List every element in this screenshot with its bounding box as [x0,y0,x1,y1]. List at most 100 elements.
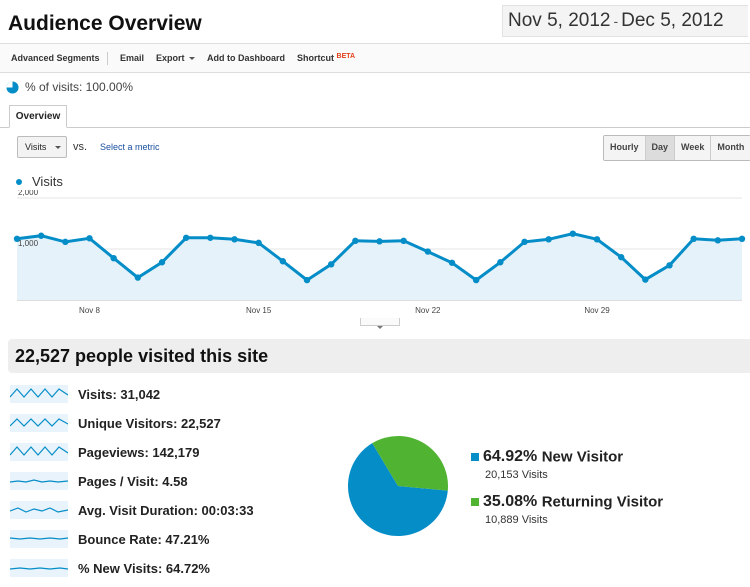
summary-headline: 22,527 people visited this site [8,339,750,373]
day-button[interactable]: Day [645,136,676,160]
report-toolbar: Advanced Segments Email Export Add to Da… [0,43,750,73]
metric-label: Visits: 31,042 [78,386,161,402]
data-point[interactable] [158,259,166,266]
data-point[interactable] [617,253,625,261]
data-point[interactable] [424,248,432,255]
data-point[interactable] [521,238,528,246]
metric-row[interactable]: % New Visits: 64.72% [10,557,210,579]
metric-label: Avg. Visit Duration: 00:03:33 [78,502,254,518]
sparkline-icon [10,385,68,403]
returning-visitor-count: 10,889 Visits [485,514,548,526]
pie-slice-returning-visitor [372,436,448,491]
metric-row[interactable]: Unique Visitors: 22,527 [10,412,221,434]
sparkline-icon [10,472,68,490]
vs-label: vs. [73,141,88,153]
month-button[interactable]: Month [711,136,750,160]
y-tick-label: 1,000 [18,239,39,248]
data-point[interactable] [255,239,262,247]
visitor-type-pie [348,436,448,536]
metric-label: Bounce Rate: 47.21% [78,531,210,547]
beta-badge: BETA [336,53,356,60]
data-point[interactable] [62,238,69,246]
data-point[interactable] [279,258,287,265]
date-start: Nov 5, 2012 [508,10,611,31]
data-point[interactable] [642,276,649,283]
date-separator: - [613,13,619,29]
date-range-picker[interactable]: Nov 5, 2012 - Dec 5, 2012 [502,5,748,37]
legend-swatch-returning [471,498,479,506]
page-title: Audience Overview [8,12,202,35]
data-point[interactable] [545,236,552,243]
new-visitor-count: 20,153 Visits [485,469,548,481]
data-point[interactable] [231,236,238,243]
legend-dot [16,178,22,185]
data-point[interactable] [666,262,673,269]
data-point[interactable] [569,230,577,237]
week-button[interactable]: Week [675,136,712,160]
chart-legend: Visits [16,174,63,189]
segment-indicator[interactable]: % of visits: 100.00% [6,80,133,94]
y-tick-label: 2,000 [18,190,39,197]
legend-returning-visitor: 35.08% Returning Visitor [471,493,663,511]
metric-label: Pages / Visit: 4.58 [78,473,188,489]
segment-text: % of visits: 100.00% [25,80,134,94]
data-point[interactable] [738,235,746,242]
metric-row[interactable]: Visits: 31,042 [10,383,160,405]
email-button[interactable]: Email [120,53,145,63]
pie-segment-icon [6,80,19,94]
tab-divider [0,127,750,128]
data-point[interactable] [472,276,480,284]
metric-label: Unique Visitors: 22,527 [78,415,221,431]
hourly-button[interactable]: Hourly [604,136,646,160]
metric-row[interactable]: Pageviews: 142,179 [10,441,199,463]
data-point[interactable] [400,237,407,245]
x-tick-label: Nov 22 [415,306,441,315]
shortcut-button[interactable]: Shortcut BETA [297,53,355,63]
date-end: Dec 5, 2012 [621,10,724,31]
chart-collapse-handle[interactable] [360,318,400,329]
data-point[interactable] [37,232,45,239]
metric-row[interactable]: Pages / Visit: 4.58 [10,470,188,492]
tab-overview[interactable]: Overview [9,105,67,128]
data-point[interactable] [714,237,722,244]
visits-area-fill [17,233,742,300]
sparkline-icon [10,443,68,461]
visits-line-chart: 2,000 1,000 Nov 8 Nov 15 Nov 22 Nov 29 [13,190,746,315]
data-point[interactable] [182,234,190,241]
metric-row[interactable]: Bounce Rate: 47.21% [10,528,210,550]
data-point[interactable] [110,254,117,262]
data-point[interactable] [303,276,311,284]
data-point[interactable] [690,235,697,242]
returning-visitor-label: Returning Visitor [541,493,664,511]
pie-slice-new-visitor [348,443,448,536]
add-to-dashboard-button[interactable]: Add to Dashboard [207,53,285,63]
sparkline-icon [10,530,68,548]
data-point[interactable] [86,235,93,242]
data-point[interactable] [593,236,601,243]
data-point[interactable] [207,234,214,241]
metric-label: % New Visits: 64.72% [78,560,210,576]
data-point[interactable] [134,274,142,281]
legend-swatch-new [471,453,479,461]
returning-visitor-percent: 35.08% [483,493,538,510]
advanced-segments-button[interactable]: Advanced Segments [11,53,100,63]
sparkline-icon [10,414,68,432]
export-button[interactable]: Export [156,53,195,63]
legend-new-visitor: 64.92% New Visitor [471,448,623,466]
data-point[interactable] [448,259,456,266]
sparkline-icon [10,501,68,519]
metric-row[interactable]: Avg. Visit Duration: 00:03:33 [10,499,254,521]
data-point[interactable] [497,259,504,266]
data-point[interactable] [13,235,21,242]
chevron-down-icon [377,326,383,329]
metric-select-value: Visits [25,142,47,152]
x-tick-label: Nov 8 [79,306,100,315]
x-tick-label: Nov 29 [584,306,610,315]
shortcut-label: Shortcut [297,53,334,63]
select-metric-link[interactable]: Select a metric [100,142,160,152]
data-point[interactable] [327,261,335,268]
data-point[interactable] [352,237,359,245]
export-label: Export [156,53,185,63]
metric-select[interactable]: Visits [17,136,67,158]
data-point[interactable] [376,238,383,245]
